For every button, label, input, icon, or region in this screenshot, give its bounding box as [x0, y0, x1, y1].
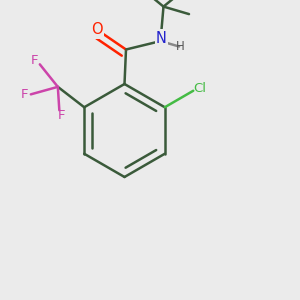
Text: N: N [156, 31, 167, 46]
Text: H: H [176, 40, 185, 53]
Text: F: F [31, 54, 38, 67]
Text: F: F [58, 109, 65, 122]
Text: F: F [21, 88, 28, 101]
Text: O: O [91, 22, 103, 37]
Text: Cl: Cl [194, 82, 206, 95]
